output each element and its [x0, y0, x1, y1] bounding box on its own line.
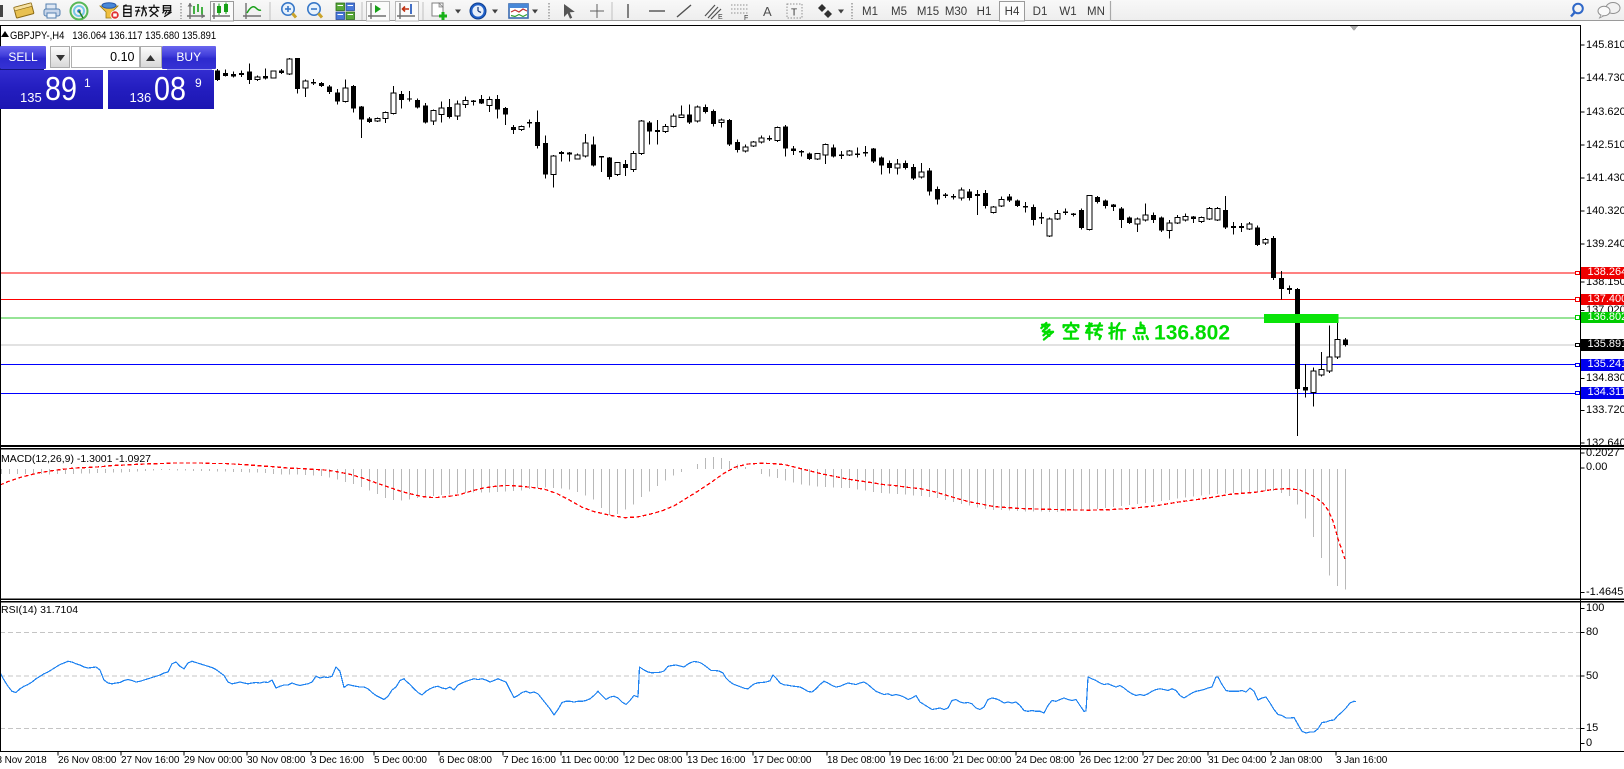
svg-text:W1: W1 — [1059, 6, 1076, 18]
svg-text:H1: H1 — [977, 6, 992, 18]
svg-text:D1: D1 — [1033, 6, 1048, 18]
svg-text:A: A — [763, 4, 772, 19]
svg-text:M1: M1 — [862, 6, 878, 18]
svg-text:T: T — [791, 8, 797, 19]
svg-text:MN: MN — [1087, 6, 1105, 18]
svg-text:F: F — [744, 15, 748, 22]
svg-text:M5: M5 — [891, 6, 907, 18]
svg-text:H4: H4 — [1005, 6, 1020, 18]
svg-text:E: E — [718, 14, 723, 21]
svg-text:M15: M15 — [917, 6, 939, 18]
svg-text:136.802: 136.802 — [1154, 322, 1230, 345]
svg-text:M30: M30 — [945, 6, 967, 18]
